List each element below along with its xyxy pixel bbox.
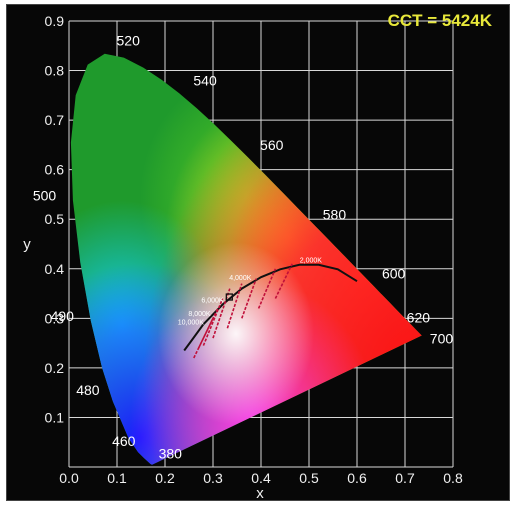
x-axis-label: x [256,485,264,502]
y-tick-label: 0.1 [45,409,65,425]
y-tick-label: 0.4 [45,261,65,277]
wavelength-label: 480 [76,382,100,398]
wavelength-label: 620 [407,309,431,325]
isotemperature-line [202,298,224,346]
x-tick-label: 0.7 [395,470,415,486]
x-tick-label: 0.0 [59,470,79,486]
isotemperature-line [197,308,219,349]
y-tick-label: 0.3 [45,310,65,326]
chart-title: CCT = 5424K [388,11,493,30]
x-tick-label: 0.3 [203,470,223,486]
x-tick-label: 0.6 [347,470,367,486]
cct-label: 4,000K [229,275,252,282]
x-tick-label: 0.4 [251,470,271,486]
planckian-locus [183,263,358,359]
x-tick-label: 0.2 [155,470,175,486]
wavelength-label: 700 [430,331,454,347]
y-axis-label: y [23,236,31,253]
chart-frame: 0.0 0.1 0.2 0.3 0.4 0.5 0.6 0.7 0.8 0.1 0.2 0.3 0.4 0… [6,4,510,502]
wavelength-label: 560 [260,137,284,153]
wavelength-label: 540 [193,72,217,88]
y-tick-label: 0.8 [45,63,65,79]
y-tick-label: 0.5 [45,211,65,227]
wavelength-label: 380 [159,446,183,462]
wavelength-label: 520 [117,33,141,49]
isotemperature-line [274,263,293,299]
axis-ticks: 0.0 0.1 0.2 0.3 0.4 0.5 0.6 0.7 0.8 0.1 0.2 0.3 0.4 0… [45,13,463,486]
x-tick-label: 0.1 [107,470,127,486]
y-tick-label: 0.6 [45,162,65,178]
cct-label: 6,000K [201,297,224,304]
spectral-labels: 380 460 480 490 500 520 540 560 580 600 620 700 10,0… [33,33,454,462]
isotemperature-line [193,317,214,359]
isotemperature-line [226,283,243,329]
wavelength-label: 580 [323,207,347,223]
wavelength-label: 500 [33,187,57,203]
cct-label: 8,000K [188,311,211,318]
y-tick-label: 0.7 [45,112,65,128]
y-tick-label: 0.2 [45,360,65,376]
wavelength-label: 460 [112,433,136,449]
x-tick-label: 0.5 [299,470,319,486]
wavelength-label: 600 [382,266,406,282]
measured-point-marker [225,293,233,301]
cct-label: 2,000K [300,257,323,264]
y-tick-label: 0.9 [45,13,65,29]
x-tick-label: 0.8 [443,470,463,486]
cct-label: 10,000K [178,319,204,326]
cie-chromaticity-chart: 0.0 0.1 0.2 0.3 0.4 0.5 0.6 0.7 0.8 0.1 0.2 0.3 0.4 0… [23,11,493,502]
isotemperature-line [257,268,277,309]
wavelength-label: 490 [51,308,75,324]
isotemperature-line [241,278,257,319]
planckian-locus-curve [183,263,358,352]
